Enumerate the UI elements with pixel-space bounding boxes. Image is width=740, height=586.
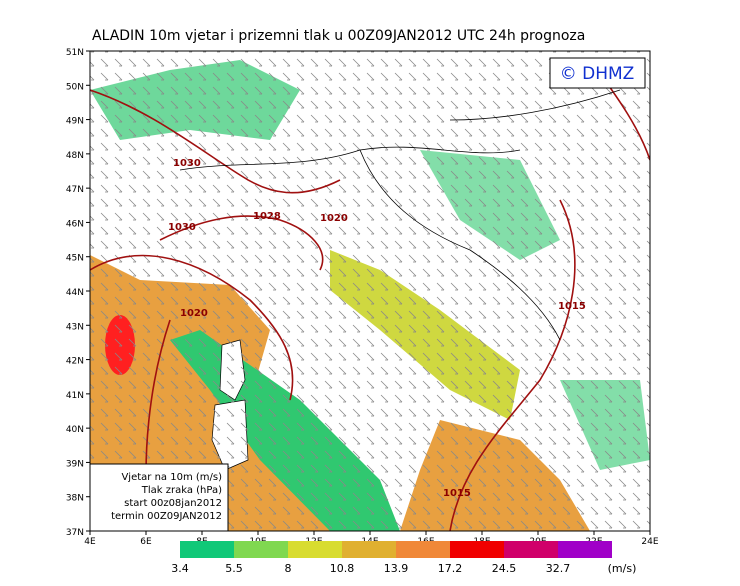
colorbar-swatch — [288, 541, 342, 558]
lat-label: 38N — [66, 494, 84, 504]
colorbar-swatch — [450, 541, 504, 558]
isobar-label: 1030 — [173, 158, 201, 169]
colorbar-swatch — [234, 541, 288, 558]
isobar-label: 1015 — [443, 488, 471, 499]
colorbar-label: 13.9 — [384, 562, 409, 575]
lat-label: 47N — [66, 185, 84, 195]
lat-label: 37N — [66, 528, 84, 538]
lat-label: 40N — [66, 425, 84, 435]
info-line: Tlak zraka (hPa) — [141, 485, 222, 496]
colorbar-label: 3.4 — [171, 562, 189, 575]
colorbar-swatch — [504, 541, 558, 558]
lat-label: 43N — [66, 322, 84, 332]
lat-label: 46N — [66, 219, 84, 229]
colorbar-swatch — [396, 541, 450, 558]
info-box — [89, 463, 229, 532]
lat-label: 48N — [66, 151, 84, 161]
lat-label: 41N — [66, 391, 84, 401]
lat-label: 45N — [66, 254, 84, 264]
logo-box — [549, 57, 646, 89]
isobar-label: 1030 — [168, 222, 196, 233]
isobar-label: 1015 — [558, 301, 586, 312]
map-area: 1030 1030 1028 1020 1020 1015 1015 — [90, 51, 650, 531]
title: ALADIN 10m vjetar i prizemni tlak u 00Z0… — [92, 28, 585, 44]
lat-label: 51N — [66, 48, 84, 58]
colorbar-swatch — [558, 541, 612, 558]
info-line: Vjetar na 10m (m/s) — [121, 472, 222, 483]
colorbar: 3.4 5.5 8 10.8 13.9 17.2 24.5 32.7 (m/s) — [171, 541, 636, 575]
isobar-label: 1020 — [180, 308, 208, 319]
lon-label: 24E — [641, 537, 658, 547]
colorbar-label: 5.5 — [225, 562, 243, 575]
isobar-label: 1028 — [253, 211, 281, 222]
colorbar-swatch — [342, 541, 396, 558]
colorbar-label: 8 — [285, 562, 292, 575]
lat-label: 49N — [66, 117, 84, 127]
lat-label: 50N — [66, 82, 84, 92]
lat-label: 39N — [66, 459, 84, 469]
logo: © DHMZ — [560, 64, 635, 84]
lat-label: 44N — [66, 288, 84, 298]
lon-label: 6E — [140, 537, 152, 547]
colorbar-label: 17.2 — [438, 562, 463, 575]
lat-label: 42N — [66, 357, 84, 367]
colorbar-unit: (m/s) — [608, 562, 637, 575]
info-line: start 00z08jan2012 — [124, 498, 222, 509]
colorbar-label: 32.7 — [546, 562, 571, 575]
colorbar-label: 24.5 — [492, 562, 517, 575]
info-line: termin 00Z09JAN2012 — [111, 511, 222, 522]
info-lines: Vjetar na 10m (m/s) Tlak zraka (hPa) start… — [111, 472, 222, 522]
isobar-label: 1020 — [320, 213, 348, 224]
colorbar-label: 10.8 — [330, 562, 355, 575]
colorbar-swatch — [180, 541, 234, 558]
lon-label: 4E — [84, 537, 96, 547]
